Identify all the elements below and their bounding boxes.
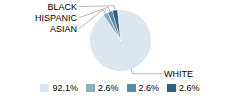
html-text:2.6%: 2.6%	[98, 83, 119, 93]
svg-text:BLACK: BLACK	[47, 2, 77, 12]
html-text:2.6%: 2.6%	[138, 83, 159, 93]
svg-text:HISPANIC: HISPANIC	[35, 13, 77, 23]
html-text:2.6%: 2.6%	[179, 83, 200, 93]
html-text:92.1%: 92.1%	[52, 83, 78, 93]
svg-text:WHITE: WHITE	[164, 69, 193, 79]
svg-text:ASIAN: ASIAN	[50, 24, 77, 34]
